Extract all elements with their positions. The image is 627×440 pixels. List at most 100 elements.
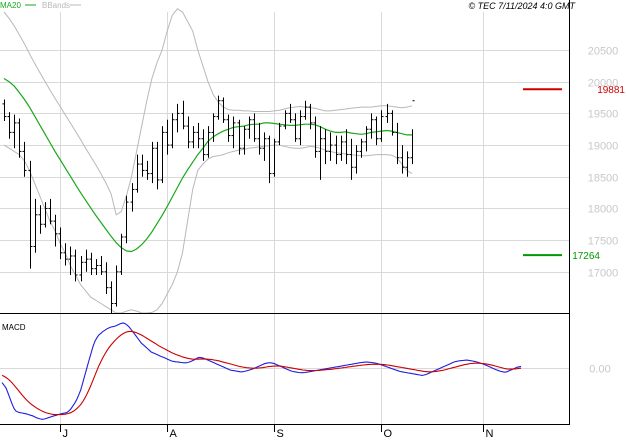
ohlc-bar [130, 183, 135, 212]
ohlc-bar [175, 103, 180, 133]
ohlc-bar [22, 141, 27, 177]
macd-lines [1, 322, 522, 420]
ohlc-bar [262, 132, 267, 161]
ohlc-bar [359, 138, 364, 158]
support-label: 17264 [572, 251, 600, 262]
ohlc-bar [17, 118, 22, 158]
ohlc-bar [165, 119, 170, 155]
price-y-tick-19000: 19000 [588, 141, 619, 153]
price-y-tick-20500: 20500 [588, 46, 619, 58]
ohlc-bar [211, 113, 216, 142]
price-bars [2, 95, 415, 313]
ohlc-bar [288, 103, 293, 123]
ohlc-bar [84, 249, 89, 272]
price-y-tick-19500: 19500 [588, 109, 619, 121]
x-tick-label-N: N [486, 428, 494, 440]
ohlc-bar [119, 233, 124, 275]
ohlc-bar [379, 110, 384, 142]
ohlc-bar [150, 141, 155, 184]
macd-title: MACD [2, 323, 26, 332]
ohlc-bar [68, 246, 73, 275]
ohlc-bar [364, 126, 369, 152]
ohlc-bar [339, 135, 344, 161]
ohlc-bar [374, 116, 379, 146]
legend-ma20: MA20 [0, 1, 21, 10]
ohlc-bar [400, 145, 405, 174]
bb-upper-line [3, 8, 413, 216]
ma20-line [3, 77, 412, 253]
ohlc-bar [242, 126, 247, 155]
ohlc-bar [7, 112, 12, 139]
ohlc-bar [247, 116, 252, 139]
x-tick-label-S: S [277, 428, 284, 440]
ohlc-bar [283, 110, 288, 130]
ohlc-bar [140, 154, 145, 177]
macd-grid: 0.00 [0, 364, 611, 376]
ohlc-bar [293, 113, 298, 142]
copyright-text: © TEC 7/11/2024 4:0 GMT [468, 1, 576, 11]
x-tick-label-J: J [63, 428, 69, 440]
ohlc-bar [104, 262, 109, 294]
ohlc-bar [63, 243, 68, 266]
ohlc-bar [48, 198, 53, 225]
ohlc-bar [410, 100, 415, 165]
ohlc-bar [237, 119, 242, 155]
ohlc-bar [318, 126, 323, 180]
price-y-tick-18000: 18000 [588, 204, 619, 216]
ohlc-bar [272, 138, 277, 177]
ohlc-bar [191, 126, 196, 149]
ohlc-bar [323, 129, 328, 165]
ohlc-bar [155, 141, 160, 190]
bb-lower-line [3, 144, 413, 314]
price-y-tick-17500: 17500 [588, 236, 619, 248]
price-grid [0, 12, 569, 425]
ohlc-bar [354, 145, 359, 174]
ohlc-bar [181, 100, 186, 130]
ohlc-bar [28, 160, 33, 269]
ohlc-bar [135, 154, 140, 193]
ohlc-bar [160, 126, 165, 184]
x-tick-label-O: O [384, 428, 393, 440]
ohlc-bar [43, 202, 48, 228]
signal-line [1, 330, 522, 416]
ohlc-bar [201, 129, 206, 161]
price-y-tick-17000: 17000 [588, 268, 619, 280]
ohlc-bar [231, 116, 236, 149]
ohlc-bar [12, 114, 17, 149]
legend-bbands: BBands [42, 1, 70, 10]
ohlc-bar [145, 160, 150, 180]
macd-y-tick-0: 0.00 [589, 364, 610, 376]
ohlc-bar [196, 122, 201, 149]
ohlc-bar [58, 227, 63, 260]
ohlc-bar [124, 195, 129, 244]
ohlc-bar [2, 99, 7, 121]
ohlc-bar [53, 214, 58, 247]
price-y-tick-20000: 20000 [588, 78, 619, 90]
ohlc-bar [369, 113, 374, 139]
ohlc-bar [114, 265, 119, 307]
ohlc-bar [349, 138, 354, 180]
ohlc-bar [221, 97, 226, 123]
ohlc-bar [186, 116, 191, 149]
bollinger-bands [3, 8, 413, 314]
ohlc-bar [344, 129, 349, 165]
ohlc-bar [405, 151, 410, 177]
ohlc-bar [89, 252, 94, 275]
ohlc-bar [94, 259, 99, 275]
ohlc-bar [226, 114, 231, 142]
ohlc-bar [79, 255, 84, 282]
resistance-label: 19881 [597, 85, 625, 96]
ohlc-bar [395, 122, 400, 165]
ohlc-bar [73, 249, 78, 282]
macd-line [1, 322, 522, 420]
ohlc-bar [38, 205, 43, 234]
ohlc-bar [390, 110, 395, 136]
ohlc-bar [277, 122, 282, 146]
ohlc-bar [33, 198, 38, 253]
ohlc-bar [313, 116, 318, 158]
ohlc-bar [267, 135, 272, 184]
ohlc-bar [303, 100, 308, 120]
ohlc-bar [334, 135, 339, 165]
